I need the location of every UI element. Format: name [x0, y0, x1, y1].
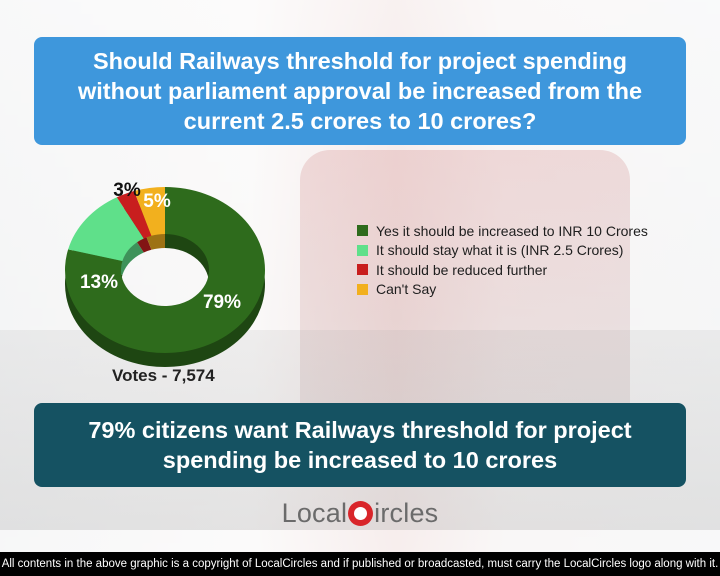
legend-label: It should be reduced further [376, 261, 548, 278]
chart-legend: Yes it should be increased to INR 10 Cro… [357, 221, 648, 299]
legend-label: Can't Say [376, 281, 437, 298]
logo-text-local: Local [281, 498, 348, 528]
conclusion-banner: 79% citizens want Railways threshold for… [34, 403, 686, 487]
slice-label-2: 3% [113, 180, 141, 201]
legend-swatch [357, 283, 368, 295]
donut-chart: 79% 13% 3% 5% [0, 160, 330, 390]
question-banner: Should Railways threshold for project sp… [34, 37, 686, 145]
legend-swatch [357, 225, 368, 237]
legend-item: It should be reduced further [357, 260, 648, 280]
votes-count: Votes - 7,574 [112, 366, 215, 385]
donut-svg: 79% 13% 3%5% [65, 180, 266, 367]
legend-swatch [357, 244, 368, 256]
slice-label-1: 13% [80, 272, 118, 293]
logo-circle-icon [348, 501, 374, 526]
donut-slice-1 [68, 197, 144, 262]
slice-label-0: 79% [203, 292, 241, 313]
donut-slice-0 [65, 187, 266, 353]
legend-item: Yes it should be increased to INR 10 Cro… [357, 221, 648, 241]
localcircles-logo: Local ircles [0, 498, 720, 529]
legend-label: Yes it should be increased to INR 10 Cro… [376, 222, 648, 239]
conclusion-text: 79% citizens want Railways threshold for… [88, 417, 632, 473]
legend-item: It should stay what it is (INR 2.5 Crore… [357, 241, 648, 261]
footer-text: All contents in the above graphic is a c… [1, 558, 719, 570]
train-silhouette [300, 150, 630, 410]
copyright-footer: All contents in the above graphic is a c… [0, 552, 720, 576]
donut-slice-2 [116, 191, 152, 239]
slice-label-3: 5% [143, 191, 171, 212]
legend-item: Can't Say [357, 280, 648, 300]
legend-label: It should stay what it is (INR 2.5 Crore… [376, 242, 624, 259]
donut-slice-3 [134, 187, 165, 236]
legend-swatch [357, 264, 368, 276]
question-text: Should Railways threshold for project sp… [77, 48, 643, 134]
logo-text-circles: ircles [374, 498, 439, 528]
